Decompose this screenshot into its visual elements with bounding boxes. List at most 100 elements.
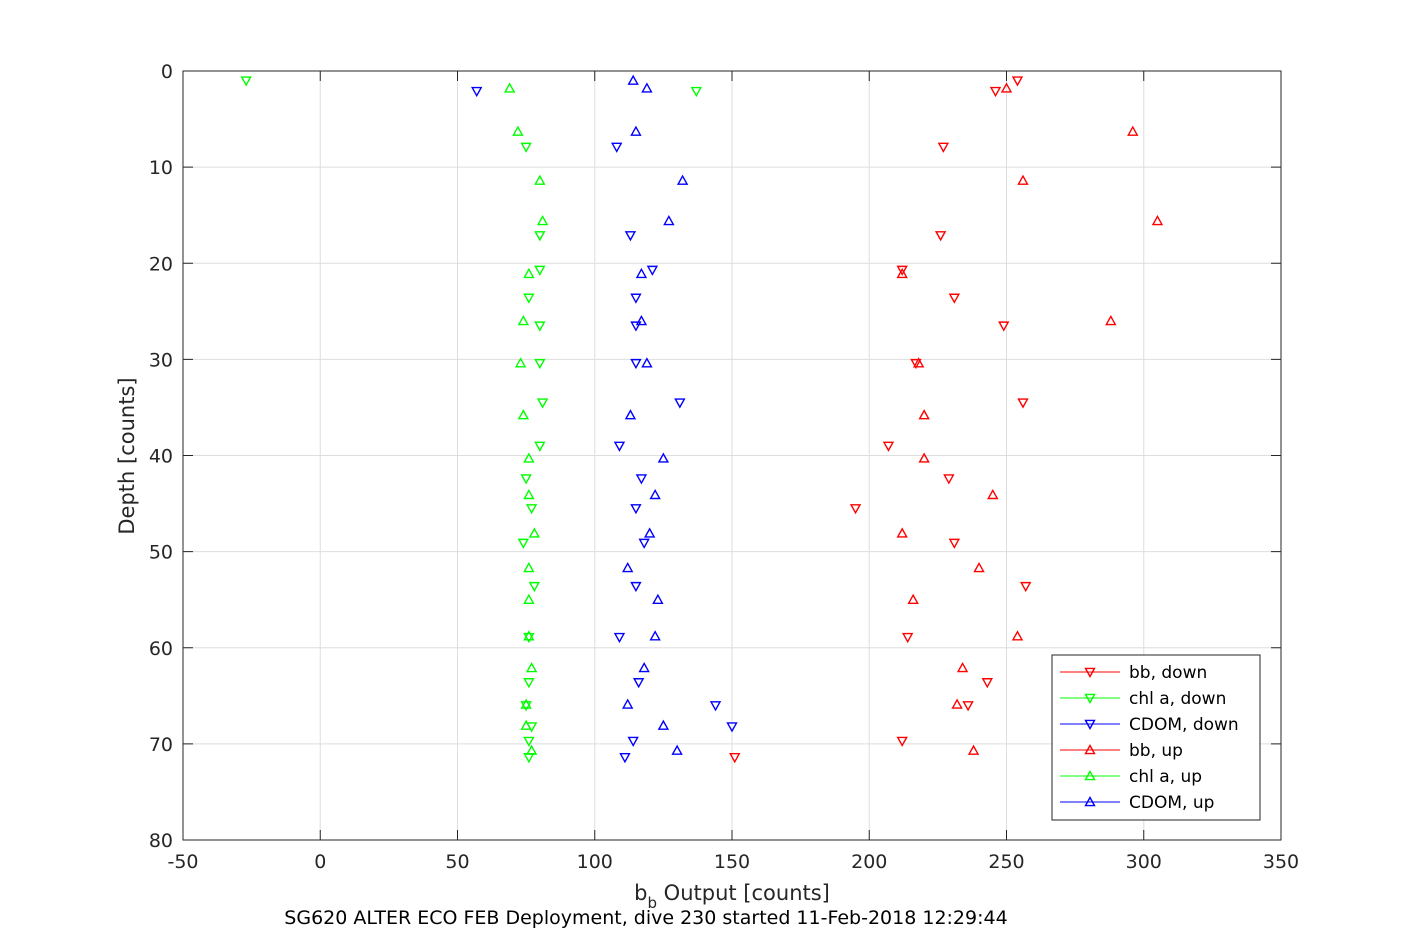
data-point [528,581,541,593]
data-point [632,678,645,689]
data-point [948,293,961,304]
data-point [520,698,532,709]
data-point [520,719,532,730]
legend-item: CDOM, up [1060,793,1214,813]
data-point [517,538,530,549]
legend-box [1051,654,1261,821]
data-point [523,736,535,747]
data-point [918,409,930,420]
data-point [534,174,546,185]
data-point [520,701,532,712]
data-point [525,504,538,515]
data-point [912,357,925,368]
legend-marker [1084,693,1096,704]
data-point [627,736,639,747]
data-point [918,452,930,463]
data-point [951,698,963,709]
y-tick-label: 60 [149,638,173,660]
data-point [641,82,653,93]
data-point [619,753,631,764]
y-axis-label: Depth [counts] [115,377,139,534]
data-point [638,661,650,673]
legend-item: CDOM, down [1060,715,1239,735]
legend-item: bb, up [1060,741,1183,761]
data-point [907,593,919,604]
data-point [503,82,516,93]
data-point [729,753,741,764]
data-point [630,504,642,515]
data-point [624,409,637,420]
data-point [611,142,623,153]
legend-marker [1084,719,1096,730]
legend: bb, down chl a, down CDOM, down bb, up chl a… [1051,654,1261,821]
y-tick-label: 20 [149,253,173,275]
data-point [630,125,642,136]
y-tick-label: 40 [149,446,173,468]
legend-label: CDOM, down [1129,715,1239,735]
data-point [671,744,683,755]
data-point [534,358,546,370]
data-point [630,321,642,332]
x-axis-label-rest: Output [counts] [657,881,830,905]
x-tick-label: 0 [314,851,326,873]
data-point [517,314,530,326]
y-tick-label: 0 [161,61,173,83]
data-point [674,398,686,409]
data-point [989,86,1002,98]
data-point [635,314,648,326]
data-point [998,321,1010,332]
data-point [901,632,914,644]
data-point [943,474,955,485]
data-point [663,215,675,226]
data-point [987,488,999,500]
data-point [523,452,535,463]
data-point [525,744,538,755]
data-point [523,293,535,304]
y-tick-label: 30 [149,349,173,371]
data-point [1151,215,1164,226]
data-point [525,661,538,673]
data-point [534,321,546,332]
data-point [709,701,722,712]
series-5 [622,74,689,755]
data-point [948,538,961,549]
data-point [622,562,634,573]
data-point [520,474,532,485]
data-point [1127,125,1139,136]
data-point [517,409,530,420]
data-point [536,398,549,409]
y-tick-label: 10 [149,157,173,179]
x-tick-label: 100 [577,851,613,873]
data-point [649,630,661,641]
data-point [882,441,895,452]
data-point [652,593,664,604]
x-tick-label: 150 [714,851,750,873]
data-point [956,661,969,673]
y-axis-ticks: 0 10 20 30 40 50 60 70 80 [149,61,1281,852]
x-tick-label: 300 [1126,851,1162,873]
data-point [534,441,546,452]
data-point [534,231,546,242]
data-point [1017,174,1029,185]
data-point [638,538,650,549]
data-point [627,74,639,85]
data-point [849,504,862,515]
data-point [635,474,648,485]
data-point [690,86,703,98]
x-axis-ticks: -50 0 50 100 150 200 250 300 350 [167,71,1299,873]
x-axis-label-main: b [634,881,647,905]
x-axis-label-subscript: b [647,894,657,912]
data-point [523,632,535,644]
data-point [523,630,535,641]
data-point [896,527,908,538]
legend-label: bb, down [1129,663,1207,683]
x-tick-label: 50 [445,851,469,873]
data-point [646,265,659,276]
data-point [896,265,908,276]
x-tick-label: 200 [851,851,887,873]
legend-item: chl a, up [1060,767,1202,787]
data-point [471,86,483,98]
data-point [649,488,661,500]
x-tick-label: -50 [167,851,198,873]
